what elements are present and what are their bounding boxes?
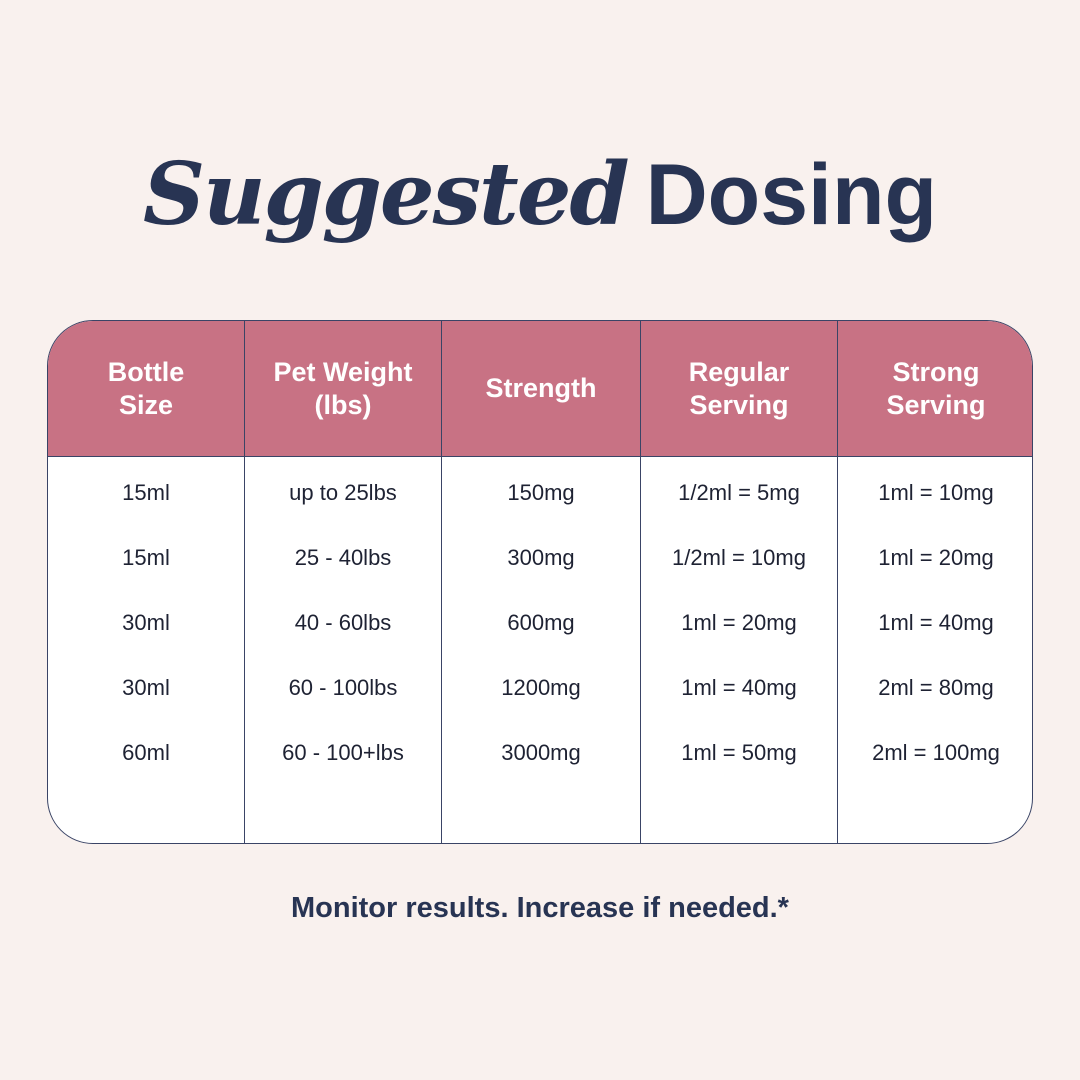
table-cell: 300mg bbox=[507, 545, 575, 570]
title-italic: Suggested bbox=[142, 144, 630, 245]
header-line: Strong bbox=[892, 356, 980, 387]
table-cell: 1ml = 50mg bbox=[681, 740, 797, 765]
table-cell: 1ml = 40mg bbox=[681, 675, 797, 700]
header-line: Regular bbox=[688, 356, 790, 387]
header-line: Serving bbox=[689, 389, 789, 420]
header-line: Bottle bbox=[107, 356, 185, 387]
table-cell: 40 - 60lbs bbox=[294, 610, 392, 635]
footer-note: Monitor results. Increase if needed.* bbox=[291, 892, 789, 924]
table-cell: 3000mg bbox=[501, 740, 581, 765]
column-regular-serving: Regular Serving 1/2ml = 5mg 1/2ml = 10mg 1ml… bbox=[640, 321, 837, 843]
table-cell: 15ml bbox=[122, 545, 170, 570]
page-title: Suggested Dosing bbox=[0, 140, 1080, 250]
table-header bbox=[48, 321, 1032, 457]
table-cell: 2ml = 100mg bbox=[872, 740, 1000, 765]
table-cell: 30ml bbox=[122, 610, 170, 635]
column-bottle-size: Bottle Size 15ml 15ml 30ml 30ml 60ml bbox=[48, 321, 244, 843]
title-regular: Dosing bbox=[645, 147, 938, 243]
table-cell: 60ml bbox=[122, 740, 170, 765]
dosing-table: Bottle Size 15ml 15ml 30ml 30ml 60ml Pet Weight… bbox=[47, 320, 1033, 844]
header-line: Pet Weight bbox=[273, 356, 413, 387]
column-strength: Strength 150mg 300mg 600mg 1200mg 3000mg bbox=[441, 321, 640, 843]
header-line: Size bbox=[118, 389, 174, 420]
table-cell: 1ml = 40mg bbox=[878, 610, 994, 635]
column-pet-weight: Pet Weight (lbs) up to 25lbs 25 - 40lbs 40 -… bbox=[244, 321, 441, 843]
table-cell: 1/2ml = 5mg bbox=[678, 480, 800, 505]
table-cell: up to 25lbs bbox=[289, 480, 397, 505]
header-pet-weight: Pet Weight (lbs) bbox=[245, 321, 441, 456]
table-cell: 60 - 100+lbs bbox=[282, 740, 404, 765]
table-cell: 1200mg bbox=[501, 675, 581, 700]
table-cell: 60 - 100lbs bbox=[288, 675, 398, 700]
header-bottle-size: Bottle Size bbox=[48, 321, 244, 456]
table-cell: 150mg bbox=[507, 480, 575, 505]
header-strong-serving: Strong Serving bbox=[838, 321, 1032, 456]
header-regular-serving: Regular Serving bbox=[641, 321, 837, 456]
table-cell: 1/2ml = 10mg bbox=[672, 545, 806, 570]
table-cell: 600mg bbox=[507, 610, 575, 635]
table-cell: 30ml bbox=[122, 675, 170, 700]
table-cell: 25 - 40lbs bbox=[294, 545, 392, 570]
table-cell: 1ml = 20mg bbox=[878, 545, 994, 570]
table-cell: 1ml = 10mg bbox=[878, 480, 994, 505]
header-line: (lbs) bbox=[314, 389, 372, 420]
column-strong-serving: Strong Serving 1ml = 10mg 1ml = 20mg 1ml = 4… bbox=[837, 321, 1032, 843]
table-cell: 1ml = 20mg bbox=[681, 610, 797, 635]
header-strength: Strength bbox=[442, 321, 640, 456]
table-cell: 2ml = 80mg bbox=[878, 675, 994, 700]
header-line: Strength bbox=[485, 373, 597, 403]
table-cell: 15ml bbox=[122, 480, 170, 505]
header-line: Serving bbox=[886, 389, 986, 420]
